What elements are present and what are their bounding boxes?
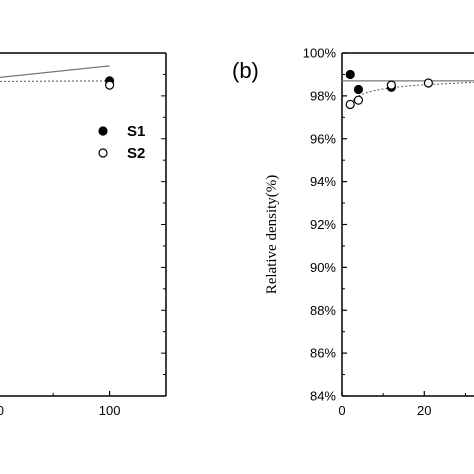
s2-data-point — [353, 95, 364, 105]
y-tick-label: 90% — [310, 260, 336, 275]
x-tick-label: 20 — [417, 403, 431, 418]
y-tick-label: 98% — [310, 88, 336, 103]
x-tick-label: 0 — [338, 403, 345, 418]
s2-data-point — [104, 80, 115, 90]
s1-data-point — [345, 69, 355, 80]
legend-label-s1: S1 — [127, 123, 145, 140]
dashed-fit-line — [349, 82, 474, 105]
s2-data-point — [386, 80, 396, 90]
panel-b: 0 20 84% 86% 88% 90% 92% 94% 96% 98% 100% Relative … — [232, 46, 474, 418]
solid-fit-line — [0, 65, 110, 79]
s1-data-point — [353, 84, 364, 95]
x-tick-label: 100 — [99, 403, 121, 418]
dashed-fit-line — [0, 80, 110, 82]
legend-label-s2: S2 — [127, 145, 145, 162]
y-tick-label: 86% — [310, 346, 336, 361]
panel-a: 80 100 S1 S2 — [0, 52, 167, 418]
s2-data-point — [345, 99, 355, 110]
y-tick-label: 88% — [310, 303, 336, 318]
y-tick-label: 94% — [310, 174, 336, 189]
y-axis-label: Relative density(%) — [264, 175, 280, 295]
y-tick-label: 84% — [310, 389, 336, 404]
legend-marker-s1 — [98, 126, 108, 136]
x-tick-label: 80 — [0, 403, 4, 418]
s2-data-point — [423, 78, 433, 88]
y-tick-label: 100% — [303, 46, 337, 61]
y-tick-label: 92% — [310, 217, 336, 232]
panel-label: (b) — [232, 58, 259, 83]
y-tick-label: 96% — [310, 131, 336, 146]
legend-marker-s2 — [98, 148, 108, 158]
